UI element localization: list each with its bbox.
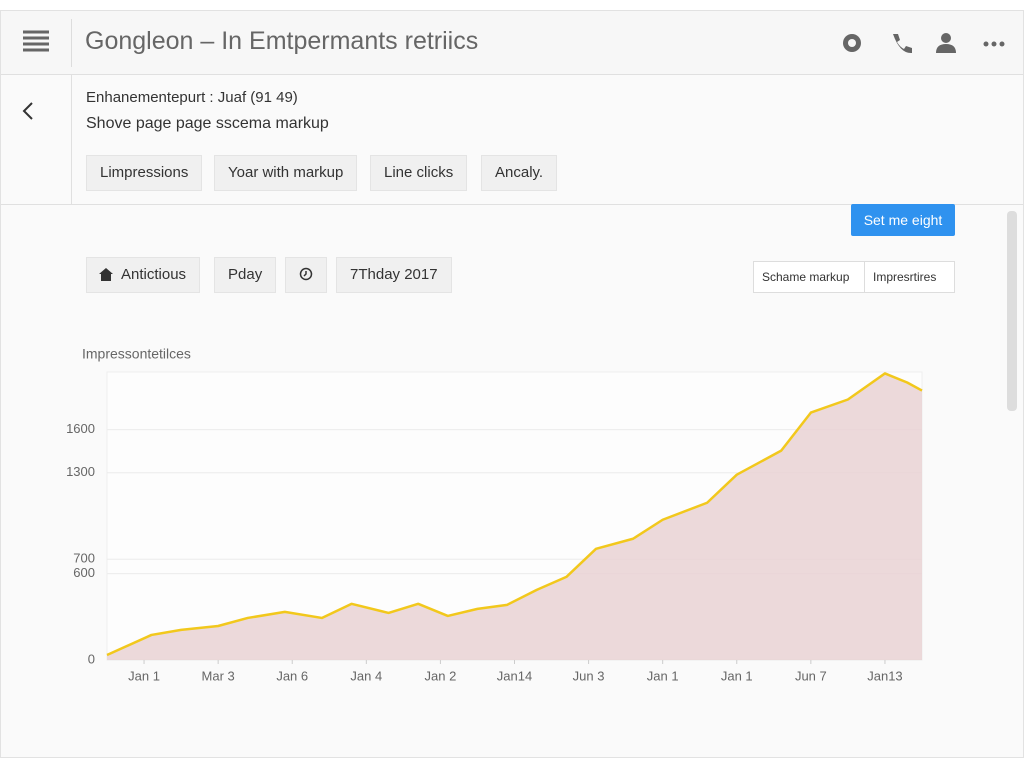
subheader: Enhanementepurt : Juaf (91 49) Shove pag… xyxy=(1,75,1023,205)
x-tick-label: Mar 3 xyxy=(202,668,235,683)
header-icons xyxy=(843,33,1005,54)
line xyxy=(106,372,923,657)
user-icon[interactable] xyxy=(936,33,956,53)
app-title: Gongleon – In Emtpermants retriics xyxy=(85,27,479,55)
y-tick-label: 700 xyxy=(73,551,95,566)
x-tick-label: Jan 1 xyxy=(721,668,753,683)
y-tick-label: 1300 xyxy=(66,464,95,479)
report-name: Enhanementepurt : Juaf (91 49) xyxy=(86,89,298,106)
clock-icon xyxy=(299,267,313,281)
tab[interactable]: Yoar with markup xyxy=(214,155,358,191)
y-tick-label: 600 xyxy=(73,565,95,580)
back-button[interactable] xyxy=(21,101,35,121)
menu-icon[interactable] xyxy=(23,29,51,55)
x-tick-label: Jun 3 xyxy=(573,668,605,683)
date-chip[interactable]: 7Thday 2017 xyxy=(336,257,452,293)
x-tick-label: Jan13 xyxy=(867,668,902,683)
scrollbar[interactable] xyxy=(1007,211,1017,411)
tab[interactable]: Line clicks xyxy=(370,155,468,191)
divider xyxy=(71,19,72,67)
x-tick-label: Jan 1 xyxy=(647,668,679,683)
tab[interactable]: Limpressions xyxy=(86,155,203,191)
tab[interactable]: Ancaly. xyxy=(481,155,558,191)
report-desc: Shove page page sscema markup xyxy=(86,115,329,132)
header: Gongleon – In Emtpermants retriics xyxy=(1,11,1023,75)
x-tick-label: Jan 1 xyxy=(128,668,160,683)
y-tick-label: 0 xyxy=(88,651,95,666)
home-icon xyxy=(99,268,113,281)
x-tick-label: Jan 4 xyxy=(350,668,382,683)
x-tick-label: Jun 7 xyxy=(795,668,827,683)
action-button[interactable]: Set me eight xyxy=(851,204,955,236)
x-tick-label: Jan 6 xyxy=(276,668,308,683)
more-icon[interactable] xyxy=(983,41,1005,47)
y-axis-title: Impressontetilces xyxy=(82,346,191,362)
x-tick-label: Jan 2 xyxy=(425,668,457,683)
filter-chip[interactable]: Pday xyxy=(214,257,277,293)
area xyxy=(107,373,922,660)
dropdown[interactable]: Schame markup xyxy=(753,261,869,293)
dropdown[interactable]: Impresrtires xyxy=(864,261,956,293)
x-tick-label: Jan14 xyxy=(497,668,532,683)
y-tick-label: 1600 xyxy=(66,421,95,436)
phone-icon[interactable] xyxy=(893,34,912,54)
divider xyxy=(71,75,72,204)
